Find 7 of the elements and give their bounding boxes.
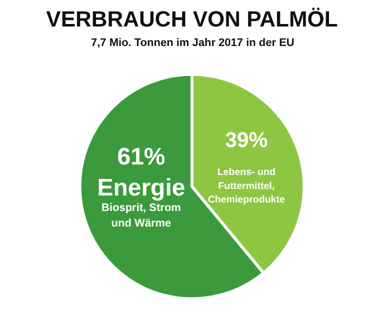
slice-label: Energie (97, 174, 186, 202)
chart-title: VERBRAUCH VON PALMÖL (46, 6, 338, 32)
data-label: 61% (117, 143, 166, 170)
data-label: 39% (225, 128, 268, 152)
text: Biosprit, Strom und Wärme (101, 202, 181, 230)
chart-subtitle: 7,7 Mio. Tonnen im Jahr 2017 in der EU (91, 37, 294, 49)
slice-label: Lebens- und Futtermittel, Chemieprodukte (208, 166, 286, 206)
